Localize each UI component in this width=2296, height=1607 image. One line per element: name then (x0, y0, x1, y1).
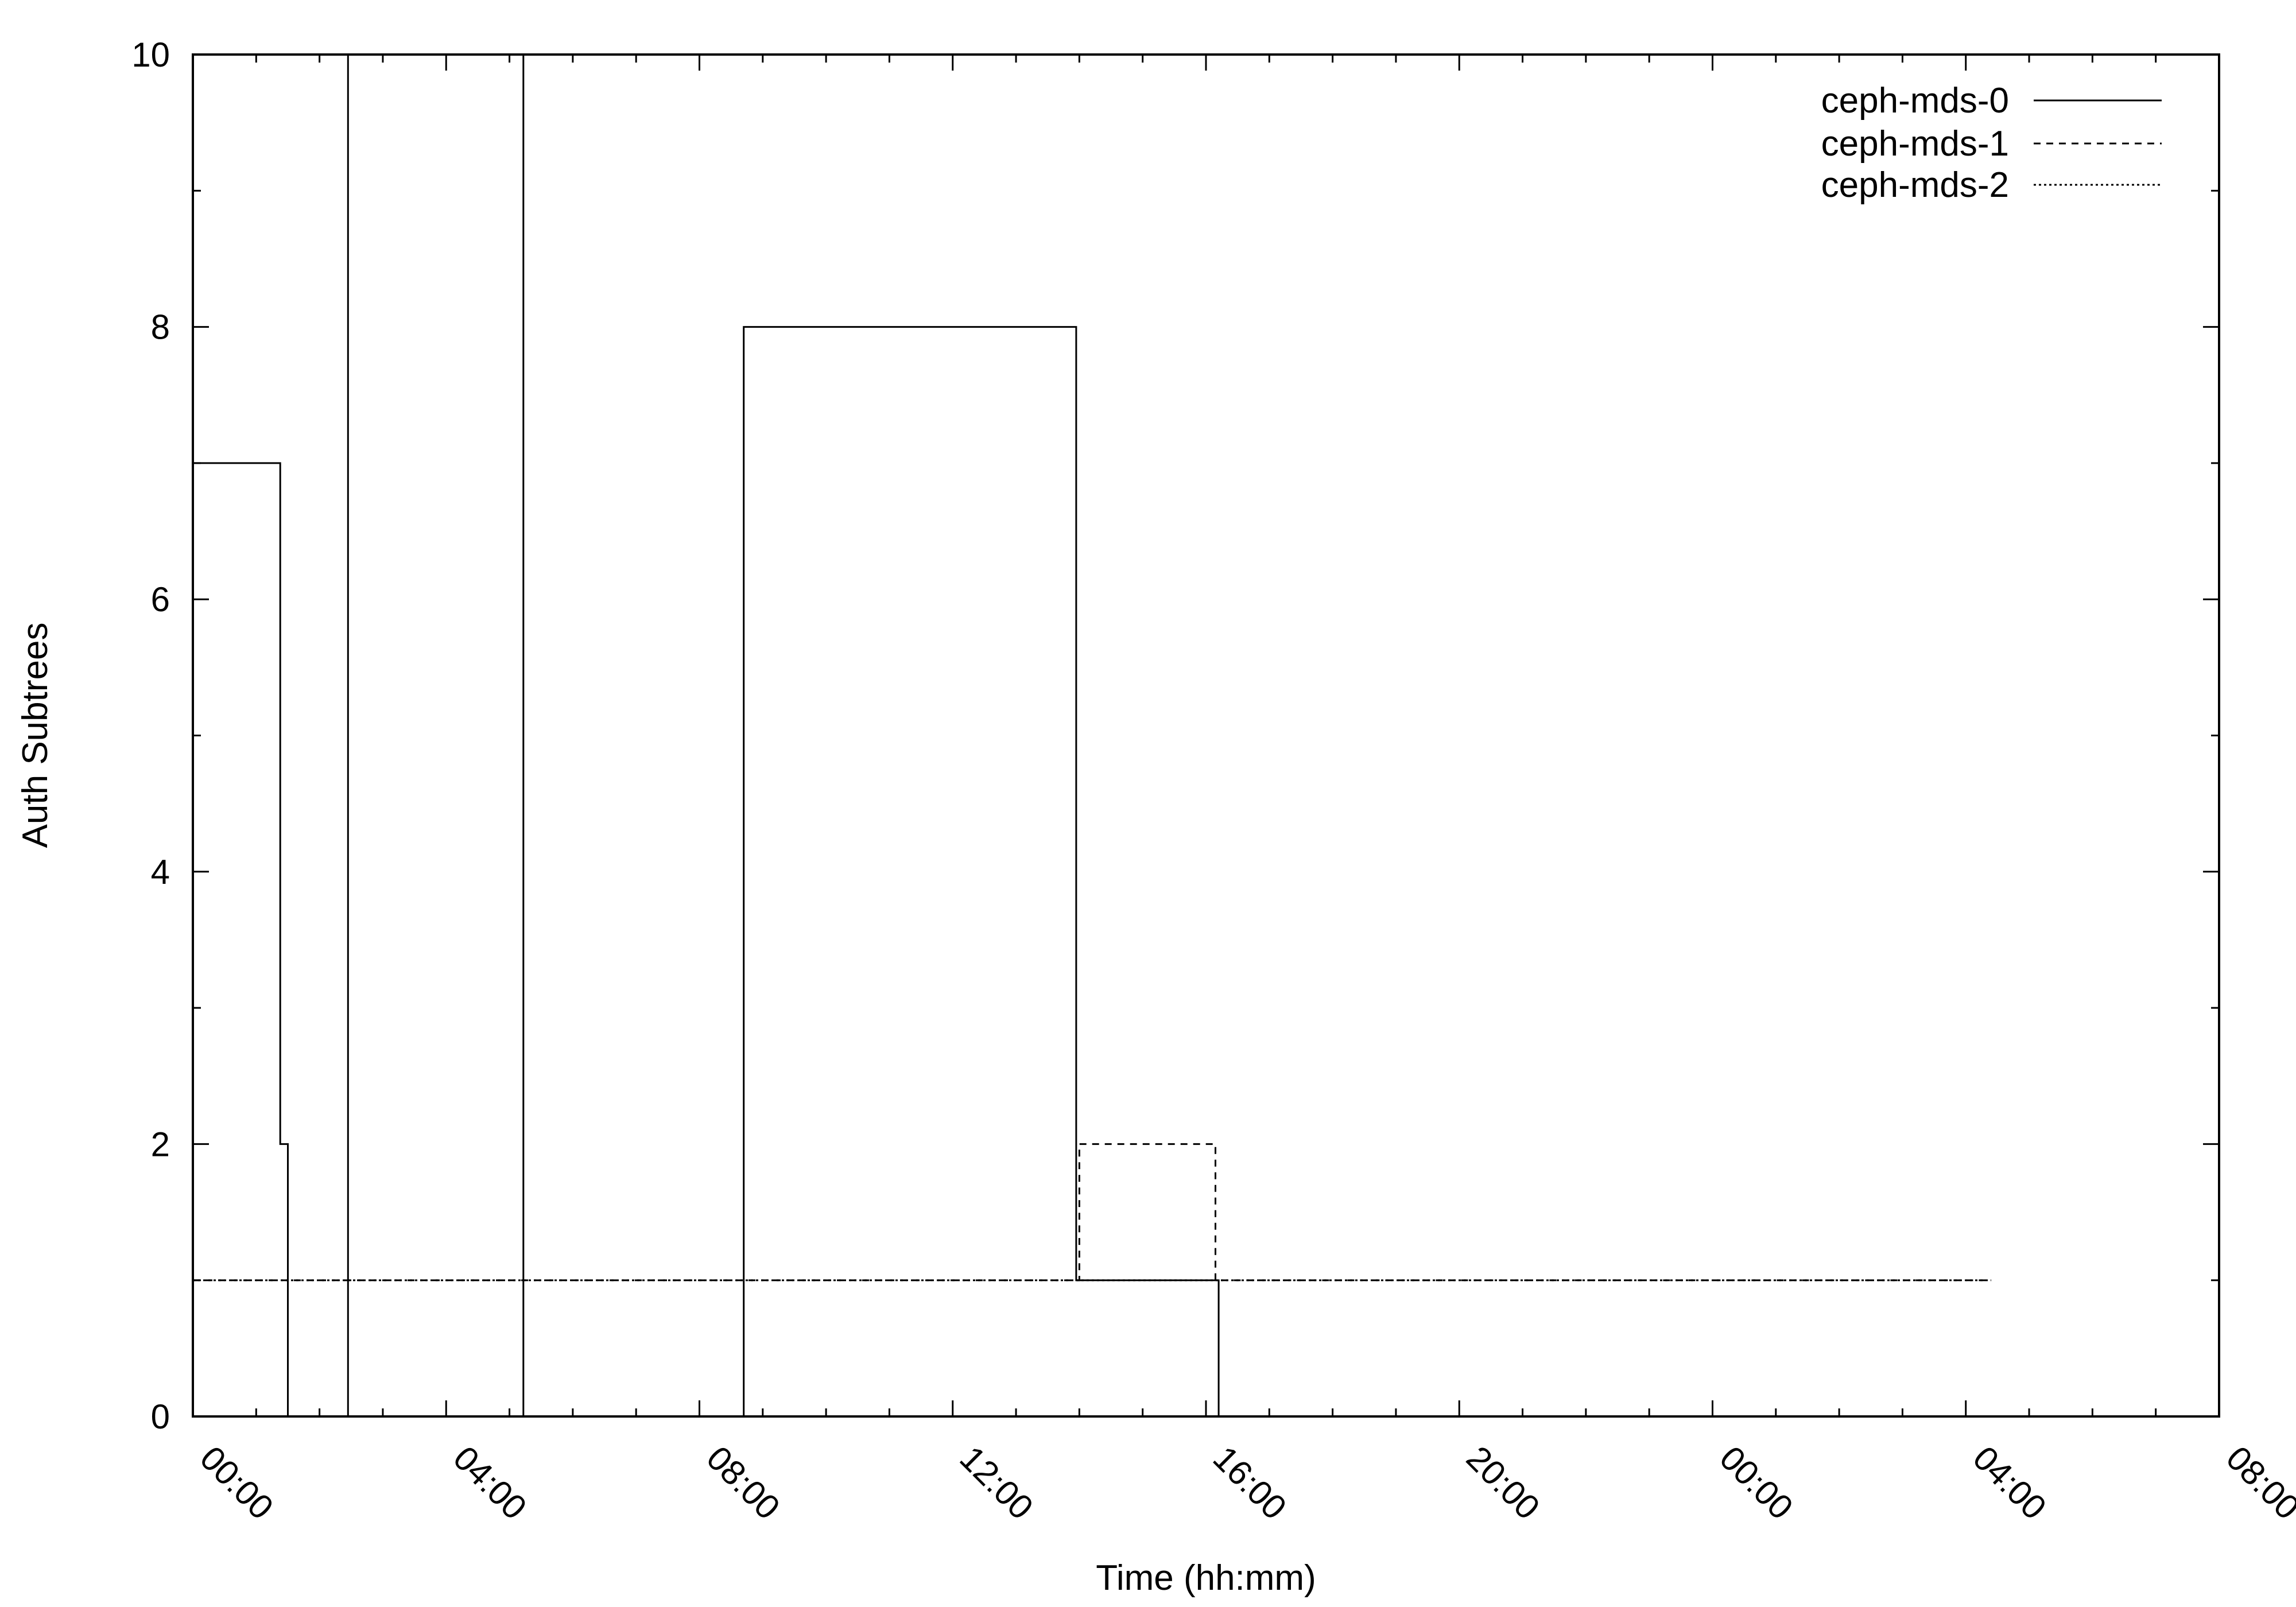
series-line-ceph-mds-1 (193, 1143, 1991, 1282)
legend-label: ceph-mds-2 (1821, 165, 2009, 205)
x-tick-label: 00:00 (193, 1439, 281, 1527)
y-axis-label: Auth Subtrees (15, 623, 55, 848)
x-tick-label: 08:00 (2219, 1439, 2296, 1527)
x-axis-label: Time (hh:mm) (1096, 1558, 1316, 1598)
y-tick-label: 8 (151, 308, 170, 347)
x-tick-label: 00:00 (1712, 1439, 1801, 1527)
y-tick-label: 0 (151, 1398, 170, 1436)
legend-label: ceph-mds-1 (1821, 124, 2009, 164)
y-tick-label: 4 (151, 853, 170, 891)
series-line-ceph-mds-0 (192, 53, 1220, 1418)
x-tick-label: 08:00 (699, 1439, 788, 1527)
y-tick-label: 10 (131, 36, 170, 74)
y-tick-label: 2 (151, 1125, 170, 1163)
x-tick-label: 04:00 (446, 1439, 534, 1527)
plot-frame (192, 53, 2220, 1418)
y-ticks: 0 2 4 6 8 10 (131, 36, 2219, 1436)
x-tick-label: 12:00 (952, 1439, 1041, 1527)
legend-label: ceph-mds-0 (1821, 81, 2009, 121)
x-tick-label: 04:00 (1965, 1439, 2054, 1527)
y-tick-label: 6 (151, 580, 170, 619)
x-ticks: 00:00 04:00 08:00 12:00 16:00 20:00 00:00 04:00… (192, 55, 2296, 1527)
x-tick-label: 16:00 (1206, 1439, 1294, 1527)
series-layer (192, 53, 1991, 1418)
x-tick-label: 20:00 (1459, 1439, 1548, 1527)
